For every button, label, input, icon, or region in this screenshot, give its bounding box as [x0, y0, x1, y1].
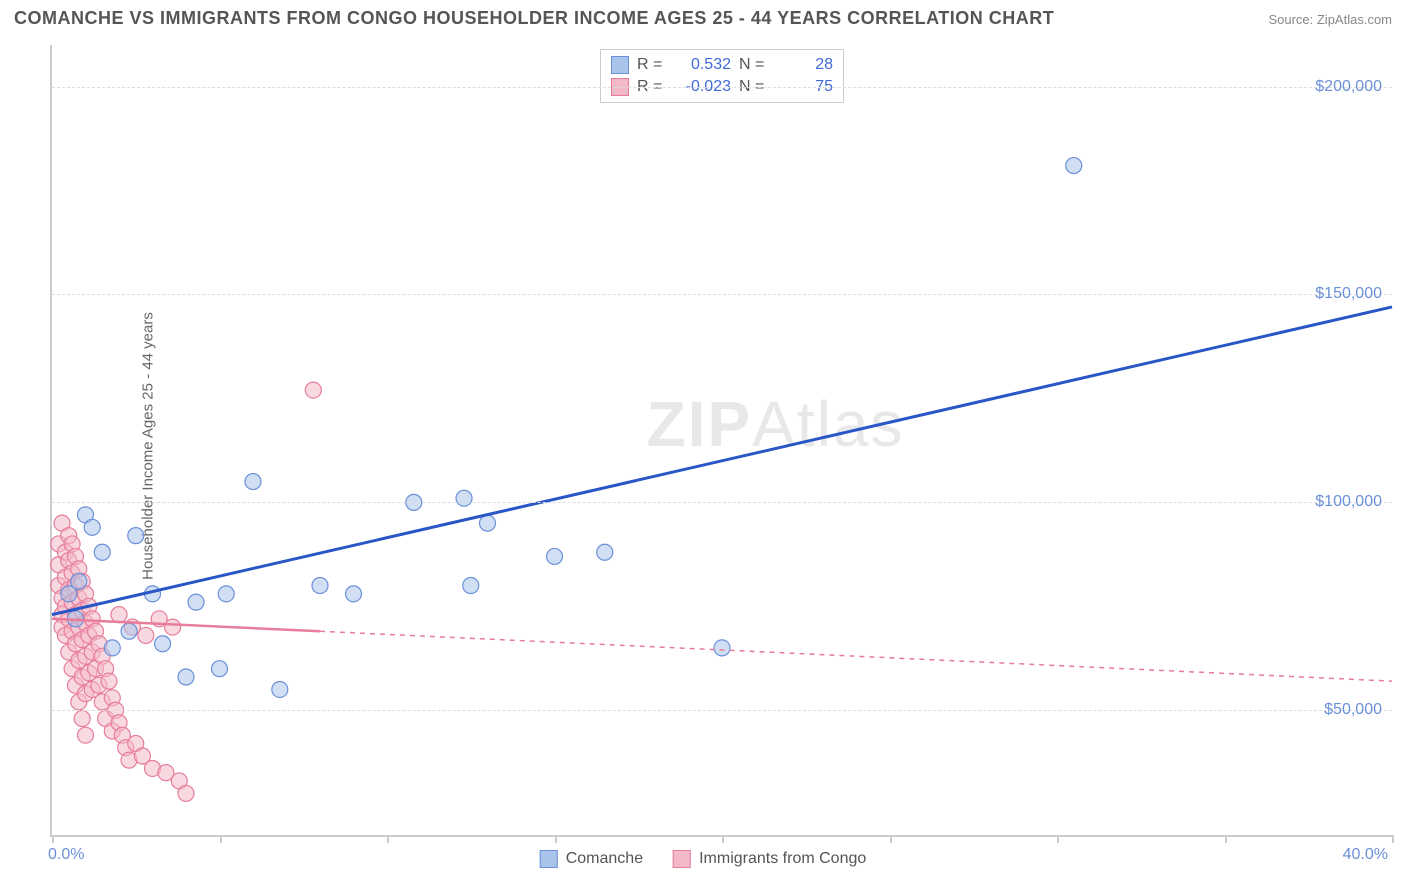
y-tick-label: $50,000	[1324, 701, 1382, 719]
chart-title: COMANCHE VS IMMIGRANTS FROM CONGO HOUSEH…	[14, 8, 1054, 29]
source-label: Source: ZipAtlas.com	[1268, 12, 1392, 27]
x-axis-min-label: 0.0%	[48, 846, 84, 864]
swatch-series1	[611, 56, 629, 74]
swatch-bottom-2	[673, 850, 691, 868]
r-value-1: 0.532	[673, 56, 731, 74]
title-bar: COMANCHE VS IMMIGRANTS FROM CONGO HOUSEH…	[14, 8, 1392, 29]
n-label-1: N =	[739, 56, 767, 74]
legend-row-series1: R = 0.532 N = 28	[611, 54, 833, 76]
n-value-1: 28	[775, 56, 833, 74]
y-tick-label: $150,000	[1315, 285, 1382, 303]
legend-correlation: R = 0.532 N = 28 R = -0.023 N = 75	[600, 49, 844, 103]
legend-label-2: Immigrants from Congo	[699, 850, 866, 868]
chart-container: COMANCHE VS IMMIGRANTS FROM CONGO HOUSEH…	[0, 0, 1406, 892]
swatch-bottom-1	[540, 850, 558, 868]
plot-svg	[52, 45, 1392, 835]
r-label-1: R =	[637, 56, 665, 74]
legend-item-series1: Comanche	[540, 850, 643, 868]
x-axis-max-label: 40.0%	[1343, 846, 1388, 864]
legend-item-series2: Immigrants from Congo	[673, 850, 866, 868]
y-tick-label: $200,000	[1315, 78, 1382, 96]
legend-series: Comanche Immigrants from Congo	[540, 850, 867, 868]
legend-label-1: Comanche	[566, 850, 643, 868]
plot-area: ZIPAtlas R = 0.532 N = 28 R = -0.023 N =…	[50, 45, 1392, 837]
y-tick-label: $100,000	[1315, 493, 1382, 511]
